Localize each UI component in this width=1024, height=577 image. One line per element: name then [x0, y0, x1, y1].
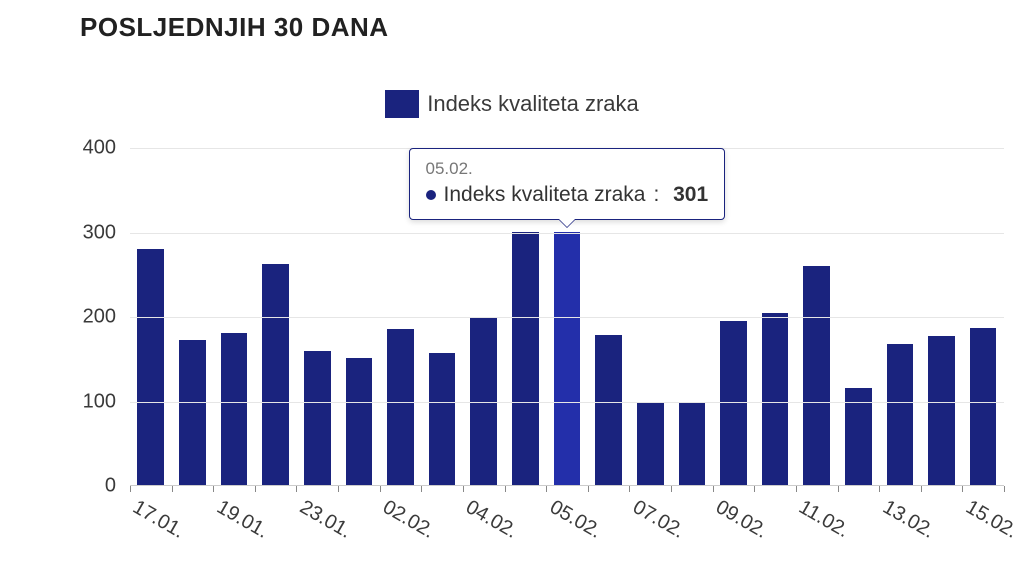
bar[interactable]: [762, 313, 789, 486]
x-tick-mark: [505, 486, 506, 492]
x-tick-mark: [588, 486, 589, 492]
bar[interactable]: [137, 249, 164, 486]
x-tick-label: 19.01.: [212, 496, 272, 544]
tooltip: 05.02. Indeks kvaliteta zraka: 301: [409, 148, 726, 220]
bar[interactable]: [679, 403, 706, 486]
x-tick-mark: [213, 486, 214, 492]
x-tick-mark: [962, 486, 963, 492]
bar[interactable]: [803, 266, 830, 486]
x-tick-label: 17.01.: [129, 496, 189, 544]
bar[interactable]: [346, 358, 373, 486]
x-tick-label: 13.02.: [878, 496, 938, 544]
x-tick-label: 05.02.: [545, 496, 605, 544]
x-tick-label: 15.02.: [961, 496, 1021, 544]
x-tick-mark: [879, 486, 880, 492]
bar[interactable]: [595, 335, 622, 486]
gridline: [130, 402, 1004, 403]
bar[interactable]: [637, 403, 664, 486]
x-tick-mark: [296, 486, 297, 492]
bar[interactable]: [512, 232, 539, 486]
x-tick-label: 09.02.: [712, 496, 772, 544]
x-tick-mark: [130, 486, 131, 492]
bar[interactable]: [262, 264, 289, 486]
x-tick-mark: [172, 486, 173, 492]
gridline: [130, 317, 1004, 318]
x-tick-mark: [463, 486, 464, 492]
tooltip-series-label: Indeks kvaliteta zraka: [444, 183, 646, 207]
x-tick-label: 02.02.: [379, 496, 439, 544]
x-tick-mark: [921, 486, 922, 492]
legend: Indeks kvaliteta zraka: [0, 90, 1024, 123]
legend-item[interactable]: Indeks kvaliteta zraka: [385, 90, 639, 118]
x-tick-label: 23.01.: [295, 496, 355, 544]
x-tick-mark: [546, 486, 547, 492]
tooltip-row: Indeks kvaliteta zraka: 301: [426, 183, 709, 207]
bar[interactable]: [554, 232, 581, 486]
tooltip-marker-icon: [426, 190, 436, 200]
x-tick-mark: [380, 486, 381, 492]
bar[interactable]: [179, 340, 206, 486]
y-tick-label: 300: [83, 221, 116, 244]
bar[interactable]: [845, 388, 872, 486]
bar[interactable]: [720, 321, 747, 486]
tooltip-value: 301: [673, 183, 708, 207]
bar[interactable]: [304, 351, 331, 486]
bar[interactable]: [887, 344, 914, 486]
x-axis-line: [130, 485, 1004, 486]
x-tick-mark: [629, 486, 630, 492]
bar[interactable]: [928, 336, 955, 486]
y-tick-label: 0: [105, 475, 116, 498]
x-tick-label: 11.02.: [795, 496, 853, 543]
x-tick-mark: [421, 486, 422, 492]
chart-title: POSLJEDNJIH 30 DANA: [80, 12, 389, 43]
bar[interactable]: [970, 328, 997, 486]
x-tick-mark: [754, 486, 755, 492]
x-tick-mark: [1004, 486, 1005, 492]
y-tick-label: 200: [83, 306, 116, 329]
x-tick-label: 07.02.: [628, 496, 688, 544]
x-tick-label: 04.02.: [462, 496, 522, 544]
legend-swatch: [385, 90, 419, 118]
x-tick-mark: [838, 486, 839, 492]
x-tick-mark: [796, 486, 797, 492]
x-tick-mark: [255, 486, 256, 492]
chart-container: POSLJEDNJIH 30 DANA Indeks kvaliteta zra…: [0, 0, 1024, 577]
bar[interactable]: [429, 353, 456, 486]
legend-label: Indeks kvaliteta zraka: [427, 90, 639, 118]
x-tick-mark: [713, 486, 714, 492]
x-tick-mark: [338, 486, 339, 492]
bar[interactable]: [221, 333, 248, 486]
y-tick-label: 100: [83, 390, 116, 413]
bar[interactable]: [387, 329, 414, 486]
tooltip-date: 05.02.: [426, 159, 709, 179]
x-tick-mark: [671, 486, 672, 492]
y-tick-label: 400: [83, 137, 116, 160]
